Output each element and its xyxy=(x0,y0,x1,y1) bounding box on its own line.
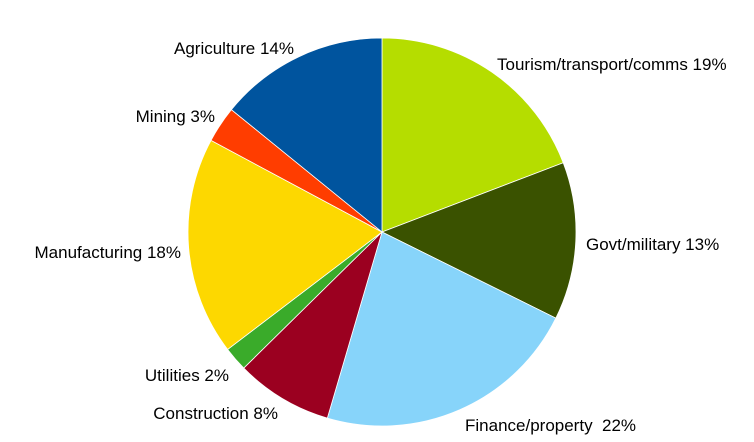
slice-label-agriculture: Agriculture 14% xyxy=(174,39,294,58)
slice-label-govt-military: Govt/military 13% xyxy=(586,235,719,254)
slice-label-tourism-transport-comms: Tourism/transport/comms 19% xyxy=(497,55,727,74)
pie-slice-manufacturing xyxy=(187,139,383,351)
pie-slice-finance-property xyxy=(326,231,557,427)
pie-slice-govt-military xyxy=(381,162,577,319)
slice-label-manufacturing: Manufacturing 18% xyxy=(35,243,181,262)
labels-layer: Tourism/transport/comms 19% Govt/military… xyxy=(35,39,727,435)
slice-label-utilities: Utilities 2% xyxy=(145,366,229,385)
slice-label-finance-property: Finance/property 22% xyxy=(465,416,636,435)
pie-slice-construction xyxy=(243,230,383,419)
slices-layer xyxy=(187,37,577,427)
pie-slice-tourism-transport-comms xyxy=(381,37,564,233)
slice-label-construction: Construction 8% xyxy=(153,404,278,423)
pie-slice-agriculture xyxy=(230,37,383,233)
slice-label-mining: Mining 3% xyxy=(136,107,215,126)
